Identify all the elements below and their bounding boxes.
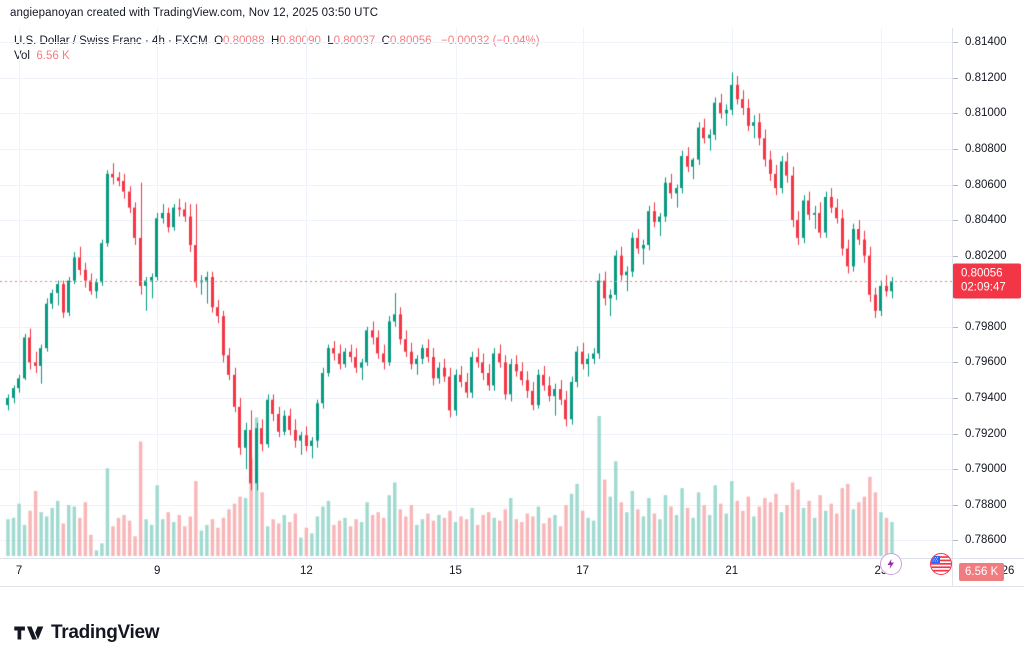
price-axis-tick: 0.81400: [965, 36, 1007, 49]
price-tick-mark: [953, 434, 958, 435]
footer-divider: [0, 586, 1024, 587]
tradingview-logo[interactable]: TradingView: [14, 622, 160, 644]
lightning-bolt-icon[interactable]: [880, 553, 902, 575]
price-axis[interactable]: 0.81400 0.81200 0.81000 0.80800 0.80600 0.804…: [953, 28, 1024, 586]
current-price-badge[interactable]: 0.80056 02:09:47: [953, 263, 1021, 299]
time-axis[interactable]: 7912151721232629Nov571113: [0, 559, 1015, 586]
tradingview-brand-text: TradingView: [51, 622, 160, 643]
price-axis-tick: 0.80200: [965, 249, 1007, 262]
time-axis-tick: 7: [15, 565, 23, 577]
time-axis-tick: 15: [449, 565, 462, 577]
tradingview-mark-icon: [14, 626, 44, 640]
price-axis-tick: 0.79800: [965, 320, 1007, 333]
price-axis-tick: 0.81000: [965, 107, 1007, 120]
price-axis-tick: 0.79600: [965, 356, 1007, 369]
price-tick-mark: [953, 327, 958, 328]
price-tick-mark: [953, 469, 958, 470]
price-tick-mark: [953, 42, 958, 43]
price-tick-mark: [953, 505, 958, 506]
price-axis-tick: 0.80800: [965, 142, 1007, 155]
price-tick-mark: [953, 362, 958, 363]
time-axis-tick: 12: [299, 565, 313, 577]
volume-value-badge[interactable]: 6.56 K: [959, 563, 1005, 581]
price-axis-tick: 0.80400: [965, 214, 1007, 227]
price-axis-tick: 0.79400: [965, 391, 1007, 404]
attribution-text: angiepanoyan created with TradingView.co…: [10, 7, 379, 19]
price-axis-tick: 0.81200: [965, 71, 1007, 84]
us-flag-icon[interactable]: [930, 553, 952, 575]
price-tick-mark: [953, 78, 958, 79]
price-tick-mark: [953, 256, 958, 257]
price-tick-mark: [953, 398, 958, 399]
candlestick-canvas[interactable]: [0, 28, 952, 558]
price-axis-tick: 0.78600: [965, 534, 1007, 547]
time-axis-tick: 17: [576, 565, 589, 577]
price-axis-divider: [952, 28, 953, 586]
price-axis-tick: 0.78800: [965, 498, 1007, 511]
price-tick-mark: [953, 185, 958, 186]
price-tick-mark: [953, 220, 958, 221]
time-axis-tick: 21: [725, 565, 739, 577]
price-axis-tick: 0.79200: [965, 427, 1007, 440]
price-tick-mark: [953, 540, 958, 541]
price-axis-tick: 0.79000: [965, 463, 1007, 476]
time-axis-divider: [0, 558, 1024, 559]
price-tick-mark: [953, 113, 958, 114]
current-price-value: 0.80056: [961, 267, 1003, 280]
time-axis-tick: 9: [153, 565, 161, 577]
time-axis-tick: 26: [1001, 565, 1015, 577]
bar-countdown: 02:09:47: [961, 281, 1006, 294]
price-axis-tick: 0.80600: [965, 178, 1007, 191]
price-tick-mark: [953, 149, 958, 150]
